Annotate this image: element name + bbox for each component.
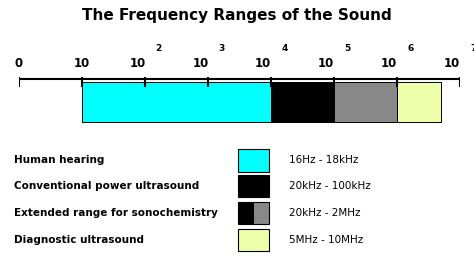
Text: 10: 10 bbox=[255, 57, 272, 70]
Text: 20kHz - 2MHz: 20kHz - 2MHz bbox=[289, 208, 361, 218]
Text: 16Hz - 18kHz: 16Hz - 18kHz bbox=[289, 155, 358, 165]
Bar bbox=[397, 82, 441, 122]
Bar bbox=[82, 82, 271, 122]
Text: Conventional power ultrasound: Conventional power ultrasound bbox=[14, 181, 200, 191]
Text: 7: 7 bbox=[471, 44, 474, 53]
Bar bbox=[238, 175, 269, 197]
Text: 10: 10 bbox=[192, 57, 209, 70]
Text: 10: 10 bbox=[74, 57, 90, 70]
Text: 0: 0 bbox=[15, 57, 23, 70]
Text: 2: 2 bbox=[155, 44, 162, 53]
Bar bbox=[238, 149, 269, 172]
Text: 5MHz - 10MHz: 5MHz - 10MHz bbox=[289, 235, 364, 245]
Text: 3: 3 bbox=[219, 44, 225, 53]
Bar bbox=[271, 82, 334, 122]
Bar bbox=[254, 202, 269, 225]
Bar bbox=[238, 202, 269, 225]
Text: 10: 10 bbox=[381, 57, 397, 70]
Text: 20kHz - 100kHz: 20kHz - 100kHz bbox=[289, 181, 371, 191]
Bar bbox=[271, 82, 397, 122]
Text: 10: 10 bbox=[129, 57, 146, 70]
Text: 4: 4 bbox=[282, 44, 288, 53]
Text: 10: 10 bbox=[444, 57, 460, 70]
Text: Human hearing: Human hearing bbox=[14, 155, 105, 165]
Bar bbox=[238, 202, 254, 225]
Text: 10: 10 bbox=[318, 57, 334, 70]
Bar bbox=[238, 229, 269, 251]
Text: The Frequency Ranges of the Sound: The Frequency Ranges of the Sound bbox=[82, 8, 392, 23]
Text: 5: 5 bbox=[345, 44, 351, 53]
Text: 6: 6 bbox=[408, 44, 414, 53]
Text: Diagnostic ultrasound: Diagnostic ultrasound bbox=[14, 235, 144, 245]
Text: Extended range for sonochemistry: Extended range for sonochemistry bbox=[14, 208, 218, 218]
